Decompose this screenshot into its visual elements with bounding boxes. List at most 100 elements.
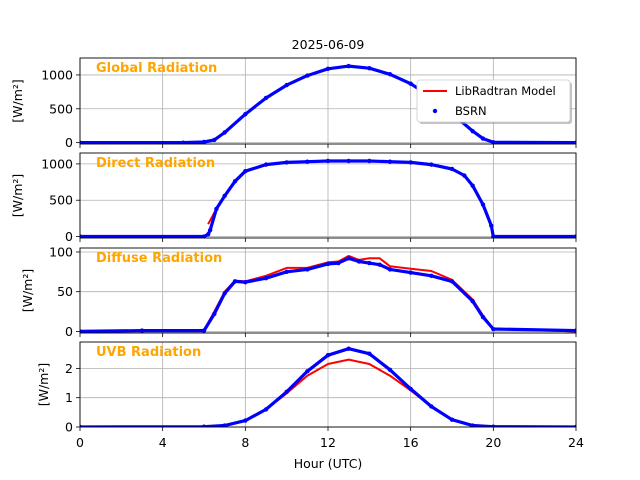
data-point [336,260,341,266]
data-point [449,166,455,172]
x-axis-label: Hour (UTC) [294,456,363,471]
data-point [367,65,372,71]
y-axis-label: [W/m²] [10,79,25,123]
y-axis-label: [W/m²] [10,174,25,218]
data-point [305,73,310,78]
data-point [214,206,219,212]
data-point [573,140,576,144]
data-point [429,404,434,409]
data-point [232,179,238,184]
data-point [491,424,496,427]
data-point [201,328,207,333]
data-point [232,279,238,284]
y-axis-label: [W/m²] [20,269,35,313]
x-tick-label: 16 [403,435,419,450]
data-point [243,279,248,285]
data-point [470,423,475,427]
data-point [387,72,393,77]
data-point [470,299,475,304]
data-point [305,159,310,164]
data-point [305,369,310,374]
y-tick-label: 1 [65,390,73,405]
data-point [356,259,362,264]
data-point [243,168,248,174]
data-point [408,270,413,275]
data-point [80,140,83,144]
panel-title: UVB Radiation [96,345,201,360]
data-point [491,140,496,144]
y-tick-label: 100 [49,244,73,259]
y-tick-label: 1000 [41,156,73,171]
data-point [201,139,207,144]
data-point [201,424,207,427]
data-point [305,267,310,272]
data-point [449,279,455,284]
chart-legend: LibRadtran Model BSRN [416,79,572,124]
data-point [80,424,83,427]
data-point [201,234,207,238]
data-point [387,367,393,373]
data-point [387,267,393,272]
legend-dot-swatch [432,108,438,114]
data-point [325,66,331,72]
series-band-3-2 [80,256,576,333]
data-point [408,386,413,392]
data-point [480,136,486,141]
data-point [480,202,486,207]
y-tick-label: 2 [65,361,73,376]
plot-area [80,346,576,427]
data-point [263,407,269,412]
plot-area [80,158,576,238]
data-point [212,137,217,143]
y-tick-label: 1000 [41,67,73,82]
data-point [222,423,227,427]
legend-label: BSRN [455,104,487,118]
x-tick-label: 8 [241,435,249,450]
y-tick-label: 500 [49,101,73,116]
legend-label: LibRadtran Model [455,84,556,98]
data-point [284,82,289,88]
y-tick-label: 0 [65,420,73,435]
data-point [429,162,434,167]
panel-title: Direct Radiation [96,156,215,171]
data-point [243,418,248,423]
data-point [80,329,83,333]
data-point [325,261,331,267]
data-point [367,351,372,356]
data-point [346,158,351,164]
x-tick-label: 24 [568,435,584,450]
panel-2: 0 500 1000 Direct Radiation [W/m²] [10,152,577,244]
data-point [80,234,83,238]
data-point [367,260,372,266]
data-point [387,159,393,164]
data-point [462,173,467,178]
data-point [429,273,434,279]
data-point [222,130,227,135]
data-point [263,162,269,167]
plot-area [80,254,576,333]
data-point [346,256,351,261]
data-point [325,352,331,358]
panel-1: 0 500 1000 Global Radiation [W/m²] [10,57,577,150]
data-point [573,234,576,238]
data-point [284,160,289,165]
x-tick-label: 4 [159,435,167,450]
data-point [263,275,269,281]
data-point [222,291,227,296]
data-point [243,112,248,117]
panel-title: Global Radiation [96,61,217,76]
data-point [408,81,413,86]
data-point [491,234,496,238]
panel-title: Diffuse Radiation [96,251,222,266]
data-point [470,183,475,188]
y-tick-label: 0 [65,324,73,339]
figure-title: 2025-06-09 [292,37,365,52]
data-point [489,223,494,228]
y-tick-label: 0 [65,229,73,244]
data-point [263,95,269,101]
data-point [346,63,351,69]
series-band-2-2 [80,159,576,238]
data-point [208,227,213,233]
